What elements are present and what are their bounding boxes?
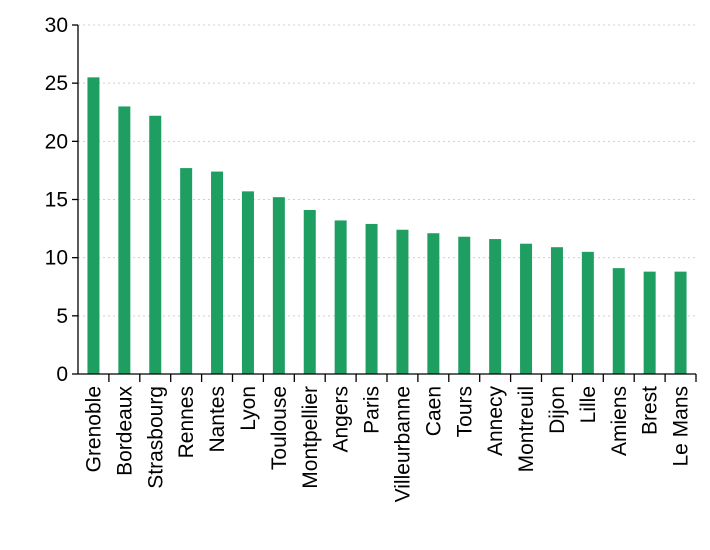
y-tick-label: 10 — [45, 247, 68, 270]
x-tick-label: Villeurbanne — [391, 386, 414, 502]
x-tick-label: Toulouse — [268, 386, 291, 470]
bar-villeurbanne — [396, 229, 409, 374]
bar-amiens — [612, 268, 625, 374]
x-tick-label: Lyon — [237, 386, 260, 431]
bar-paris — [365, 223, 378, 374]
bar-dijon — [550, 247, 563, 374]
bar-rennes — [180, 168, 193, 374]
y-tick-label: 20 — [45, 130, 68, 153]
x-tick-label: Lille — [577, 386, 600, 423]
x-tick-label: Strasbourg — [144, 386, 167, 489]
bar-nantes — [211, 171, 224, 374]
x-tick-label: Montreuil — [515, 386, 538, 472]
bar-grenoble — [87, 77, 100, 374]
bar-montreuil — [520, 243, 533, 374]
bar-bordeaux — [118, 106, 131, 374]
bar-tours — [458, 236, 471, 374]
bar-montpellier — [303, 209, 316, 374]
y-tick-label: 0 — [56, 363, 68, 386]
bar-annecy — [489, 239, 502, 374]
x-tick-label: Amiens — [608, 386, 631, 456]
x-tick-label: Dijon — [546, 386, 569, 434]
x-tick-label: Montpellier — [299, 386, 322, 489]
y-tick-label: 25 — [45, 72, 68, 95]
bars — [87, 77, 687, 375]
y-tick-label: 30 — [45, 14, 68, 37]
x-tick-label: Grenoble — [82, 386, 105, 472]
x-tick-label: Paris — [361, 386, 384, 434]
x-tick-label: Nantes — [206, 386, 229, 453]
bar-strasbourg — [149, 115, 162, 375]
x-tick-label: Le Mans — [670, 386, 693, 467]
gridlines — [78, 24, 696, 317]
x-axis-ticks: Grenoble Bordeaux Strasbourg Rennes Nantes Ly… — [82, 374, 697, 502]
bar-brest — [643, 271, 656, 374]
y-tick-label: 5 — [56, 305, 68, 328]
bar-angers — [334, 220, 347, 374]
bar-lyon — [241, 191, 254, 374]
x-tick-label: Bordeaux — [113, 386, 136, 476]
bar-caen — [427, 233, 440, 374]
bar-toulouse — [272, 197, 285, 374]
x-tick-label: Annecy — [484, 386, 507, 457]
x-tick-label: Tours — [453, 386, 476, 437]
x-tick-label: Rennes — [175, 386, 198, 458]
x-tick-label: Brest — [639, 386, 662, 435]
x-tick-label: Caen — [422, 386, 445, 436]
y-axis-ticks: 0 5 10 15 20 25 30 — [45, 14, 78, 386]
y-tick-label: 15 — [45, 189, 68, 212]
x-tick-label: Angers — [330, 386, 353, 453]
bar-lille — [581, 251, 594, 374]
bar-le-mans — [674, 271, 687, 374]
